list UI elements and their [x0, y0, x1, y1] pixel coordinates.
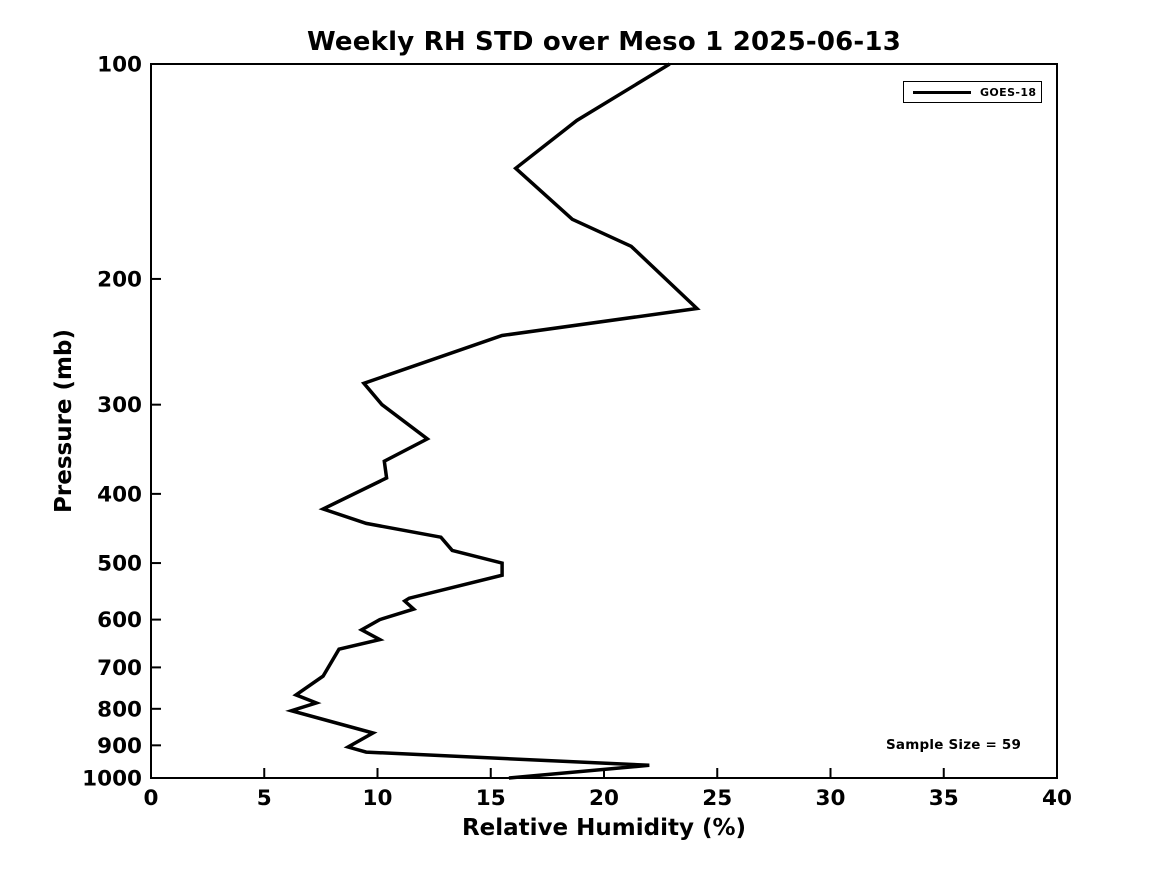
y-tick-label: 700 [97, 656, 142, 681]
x-tick-label: 0 [144, 786, 159, 811]
chart-title: Weekly RH STD over Meso 1 2025-06-13 [306, 27, 901, 57]
x-tick-label: 10 [363, 786, 393, 811]
y-tick-label: 900 [97, 734, 142, 759]
y-tick-label: 800 [97, 697, 142, 722]
sample-size-annotation: Sample Size = 59 [886, 737, 1022, 753]
legend-box: GOES-18 [903, 81, 1042, 103]
x-tick-label: 25 [702, 786, 732, 811]
x-tick-label: 20 [589, 786, 619, 811]
y-tick-label: 1000 [82, 767, 142, 792]
y-tick-label: 300 [97, 393, 142, 418]
x-tick-label: 35 [929, 786, 959, 811]
y-tick-label: 600 [97, 608, 142, 633]
y-tick-label: 500 [97, 552, 142, 577]
x-tick-label: 5 [257, 786, 272, 811]
legend-label: GOES-18 [980, 85, 1037, 99]
legend-line-swatch [913, 90, 971, 94]
axes-box [150, 63, 1058, 779]
y-tick-label: 200 [97, 267, 142, 292]
x-tick-label: 15 [476, 786, 506, 811]
y-tick-label: 400 [97, 482, 142, 507]
y-tick-label: 100 [97, 53, 142, 78]
x-tick-label: 30 [816, 786, 846, 811]
y-axis-label: Pressure (mb) [51, 329, 77, 513]
x-axis-label: Relative Humidity (%) [461, 815, 747, 841]
data-line-goes-18 [285, 62, 701, 780]
x-tick-label: 40 [1042, 786, 1072, 811]
